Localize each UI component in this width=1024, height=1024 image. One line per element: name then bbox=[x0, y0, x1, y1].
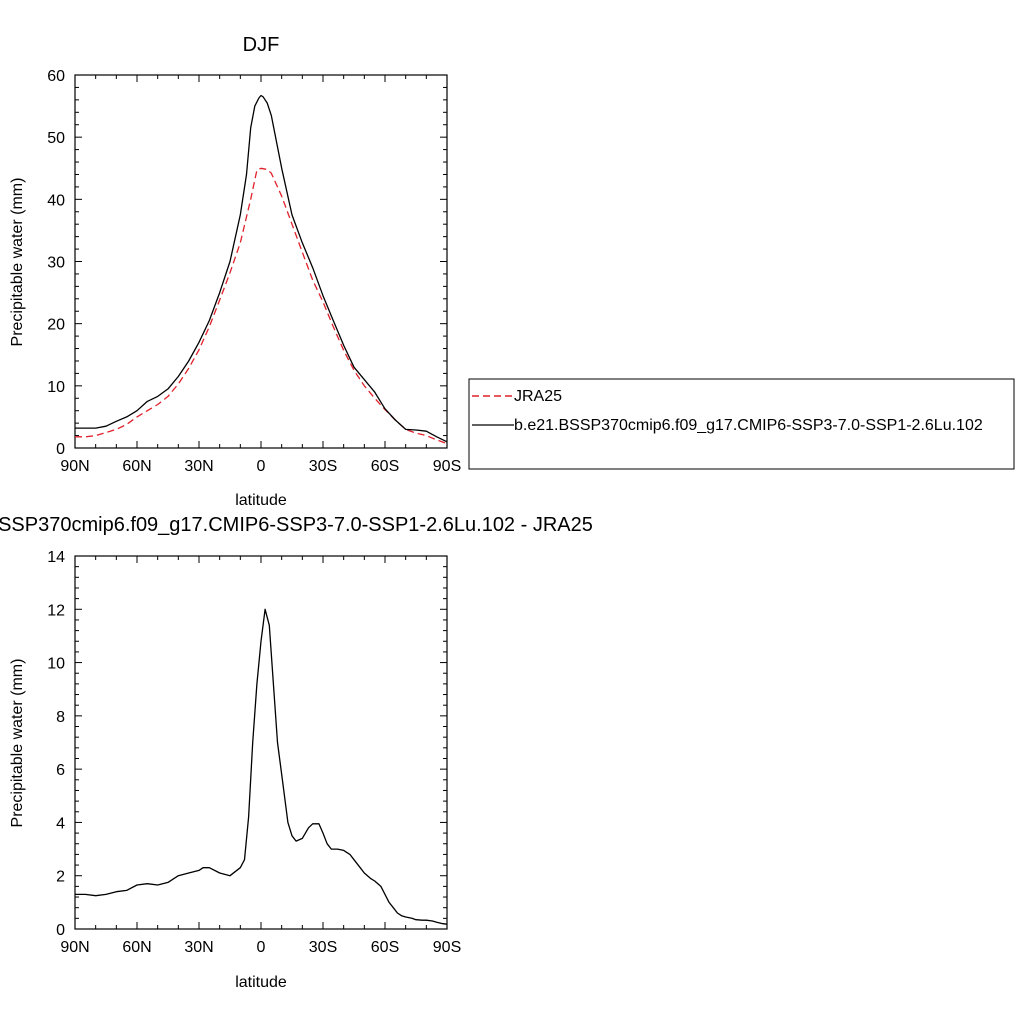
top-x-tick-label: 60S bbox=[371, 458, 399, 475]
top-x-tick-label: 90S bbox=[433, 458, 461, 475]
top-title: DJF bbox=[243, 34, 280, 56]
top-series-line-0 bbox=[75, 167, 448, 445]
bottom-x-tick-label: 30S bbox=[309, 939, 337, 956]
bottom-x-tick-label: 30N bbox=[184, 939, 213, 956]
top-y-tick-label: 50 bbox=[47, 130, 65, 147]
bottom-title: b.e21.BSSP370cmip6.f09_g17.CMIP6-SSP3-7.… bbox=[0, 514, 593, 536]
bottom-x-tick-label: 90S bbox=[433, 939, 461, 956]
top-x-tick-label: 90N bbox=[60, 458, 89, 475]
bottom-x-tick-label: 0 bbox=[257, 939, 266, 956]
top-x-tick-label: 60N bbox=[122, 458, 151, 475]
top-x-tick-label: 30S bbox=[309, 458, 337, 475]
bottom-y-tick-label: 12 bbox=[47, 602, 65, 619]
bottom-x-axis-label: latitude bbox=[235, 974, 287, 991]
top-y-tick-label: 0 bbox=[56, 441, 65, 458]
top-panel: DJF 90N 60N 30N 0 30S 60S 90S 0 10 20 30 40 50 60 lat… bbox=[9, 34, 461, 509]
top-y-tick-label: 60 bbox=[47, 68, 65, 85]
bottom-series-line-0 bbox=[75, 608, 448, 925]
bottom-x-tick-label: 60N bbox=[122, 939, 151, 956]
top-y-tick-label: 40 bbox=[47, 192, 65, 209]
bottom-y-tick-label: 4 bbox=[56, 815, 65, 832]
bottom-panel: b.e21.BSSP370cmip6.f09_g17.CMIP6-SSP3-7.… bbox=[0, 514, 593, 991]
top-series-line-1 bbox=[75, 94, 448, 443]
legend-label-model: b.e21.BSSP370cmip6.f09_g17.CMIP6-SSP3-7.… bbox=[514, 417, 983, 434]
bottom-y-tick-label: 6 bbox=[56, 762, 65, 779]
bottom-x-tick-label: 60S bbox=[371, 939, 399, 956]
legend: JRA25 b.e21.BSSP370cmip6.f09_g17.CMIP6-S… bbox=[468, 378, 1015, 470]
top-y-tick-label: 10 bbox=[47, 379, 65, 396]
top-y-axis-label: Precipitable water (mm) bbox=[9, 178, 26, 347]
bottom-y-tick-label: 8 bbox=[56, 709, 65, 726]
bottom-y-tick-label: 10 bbox=[47, 656, 65, 673]
top-x-axis-label: latitude bbox=[235, 492, 287, 509]
bottom-y-tick-label: 2 bbox=[56, 869, 65, 886]
legend-box bbox=[468, 378, 1015, 470]
top-x-tick-label: 0 bbox=[257, 458, 266, 475]
bottom-y-tick-label: 14 bbox=[47, 549, 65, 566]
bottom-x-tick-label: 90N bbox=[60, 939, 89, 956]
top-y-tick-label: 20 bbox=[47, 317, 65, 334]
top-y-tick-label: 30 bbox=[47, 255, 65, 272]
legend-label-jra25: JRA25 bbox=[514, 388, 562, 405]
bottom-y-axis-label: Precipitable water (mm) bbox=[9, 659, 26, 828]
bottom-y-tick-label: 0 bbox=[56, 922, 65, 939]
top-x-tick-label: 30N bbox=[184, 458, 213, 475]
